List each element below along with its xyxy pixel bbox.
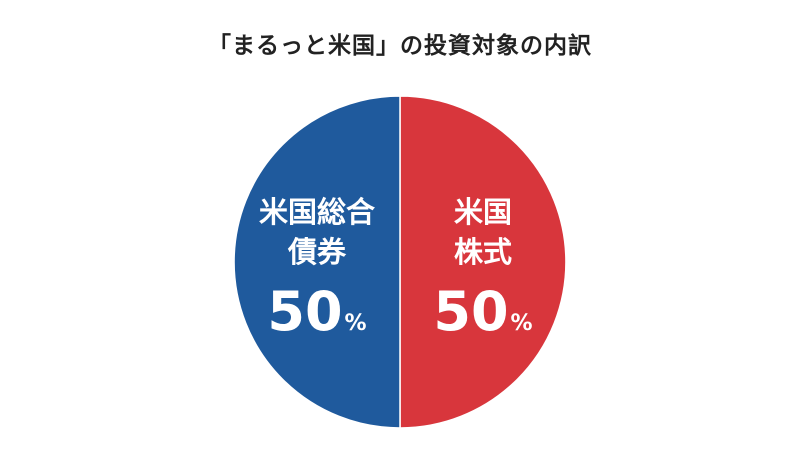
slice-label: 米国 (454, 195, 512, 229)
slice-label: 債券 (287, 235, 347, 269)
chart-title: 「まるっと米国」の投資対象の内訳 (208, 33, 592, 59)
slice-label: 株式 (454, 235, 512, 269)
pie-slice-1 (233, 95, 401, 429)
slice-label: 米国総合 (259, 195, 375, 229)
pie-slice-0 (399, 95, 567, 429)
slice-value: 50% (433, 280, 532, 343)
slice-value: 50% (267, 280, 366, 343)
